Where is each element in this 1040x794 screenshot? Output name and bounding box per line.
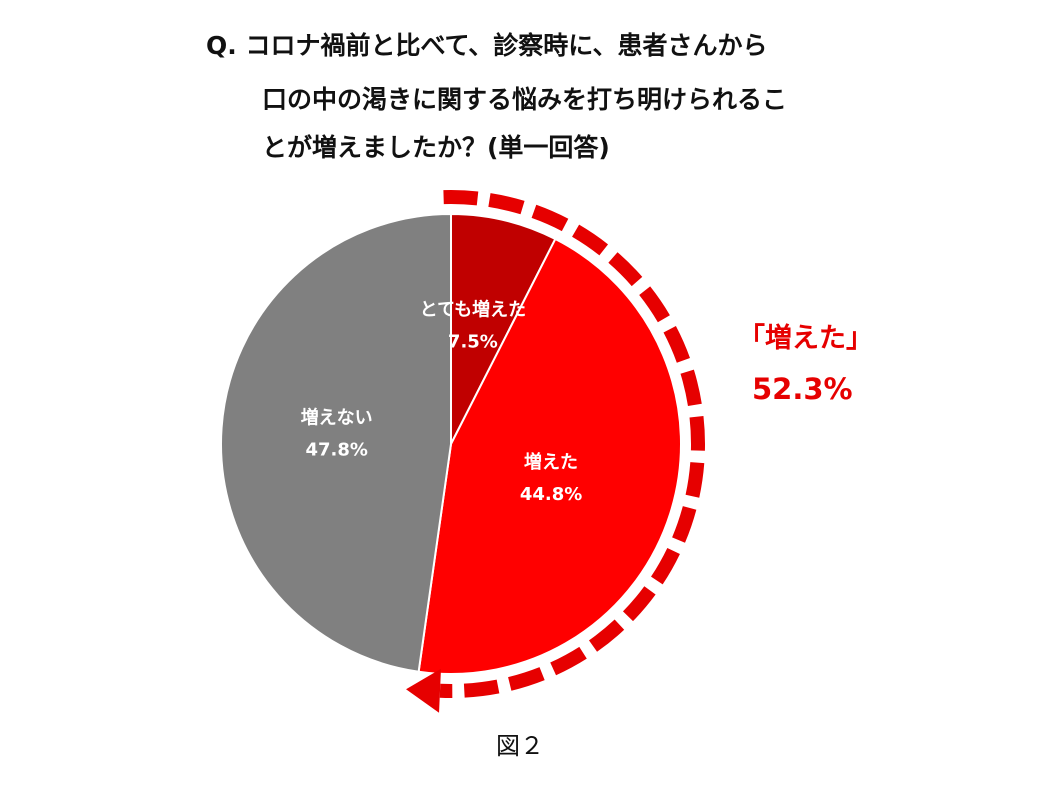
slice-label-not-increased: 増えない — [301, 407, 373, 429]
slice-very-increased — [450, 212, 557, 445]
slice-value-increased: 44.8% — [520, 484, 582, 505]
callout-value: 52.3% — [752, 372, 853, 406]
slice-label-increased: 増えた — [524, 451, 578, 473]
slice-value-not-increased: 47.8% — [305, 440, 367, 461]
question-text: Q. コロナ禍前と比べて、診察時に、患者さんから 口の中の渇きに関する悩みを打ち… — [0, 0, 1040, 180]
slice-increased — [417, 237, 682, 675]
slice-label-very-increased: とても増えた — [420, 299, 527, 321]
figure-caption: 図２ — [496, 732, 544, 760]
pie-slice-labels: とても増えた 7.5% 増えた 44.8% 増えない 47.8% — [301, 299, 583, 505]
dashed-arc — [439, 190, 705, 698]
arc-arrowhead — [406, 668, 441, 713]
question-line-3: とが増えましたか？(単一回答) — [262, 133, 610, 162]
increase-annotation-arc — [406, 190, 705, 713]
question-line-1: Q. コロナ禍前と比べて、診察時に、患者さんから — [206, 31, 768, 60]
callout-label: 「増えた」 — [738, 323, 873, 354]
slice-value-very-increased: 7.5% — [448, 332, 498, 353]
pie-slices — [220, 212, 682, 675]
slice-not-increased — [220, 212, 452, 673]
question-line-2: 口の中の渇きに関する悩みを打ち明けられるこ — [262, 85, 788, 114]
